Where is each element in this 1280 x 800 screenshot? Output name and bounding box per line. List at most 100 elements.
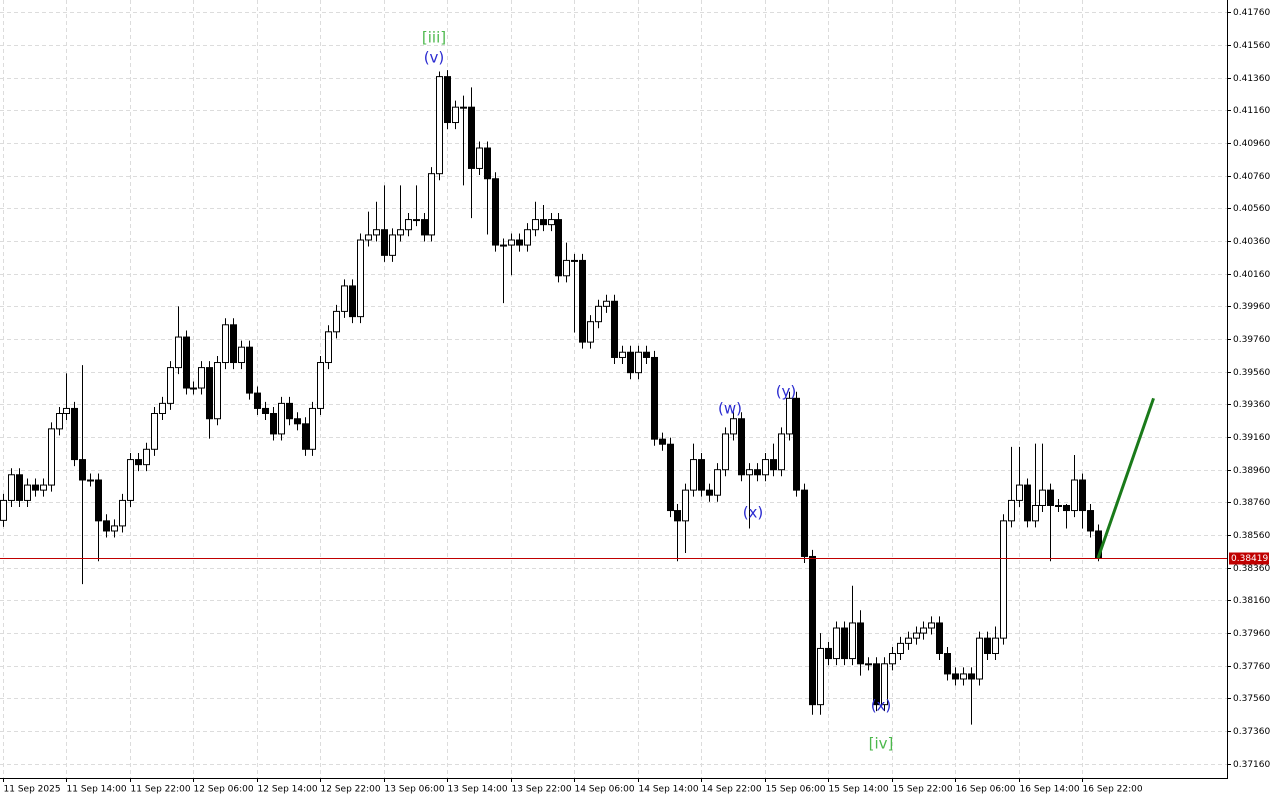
candle-body: [325, 331, 332, 364]
candle-body: [341, 285, 348, 312]
candle-body: [278, 402, 285, 435]
candle-body: [127, 459, 134, 501]
candle-body: [214, 362, 221, 420]
candles: [0, 70, 1102, 725]
candle-body: [786, 397, 793, 435]
y-tick-label: 0.37560: [1233, 694, 1270, 704]
candle-body: [484, 147, 491, 180]
wave-label: (x): [743, 504, 764, 522]
overlays: [iii] (v) (w) (x) (y) (x) [iv]: [0, 29, 1227, 753]
candle-body: [56, 413, 63, 430]
x-tick-label: 16 Sep 06:00: [956, 785, 1016, 795]
x-tick-label: 11 Sep 14:00: [67, 785, 127, 795]
candle-body: [571, 259, 578, 262]
y-tick-label: 0.39960: [1233, 302, 1270, 312]
candle-body: [579, 259, 586, 343]
x-tick-label: 15 Sep 06:00: [766, 785, 826, 795]
candle-body: [421, 219, 428, 236]
candle-body: [508, 239, 515, 246]
candle-body: [16, 474, 23, 501]
candle-body: [762, 459, 769, 476]
y-tick-label: 0.38560: [1233, 531, 1270, 541]
candle-body: [873, 663, 880, 706]
candle-body: [95, 479, 102, 522]
candle-body: [865, 663, 872, 666]
candle-body: [674, 510, 681, 522]
candle-body: [936, 622, 943, 655]
candle-body: [1063, 504, 1070, 512]
candle-body: [992, 637, 999, 655]
candle-body: [540, 219, 547, 226]
candle-body: [143, 448, 150, 466]
y-tick-label: 0.37960: [1233, 629, 1270, 639]
candle-body: [183, 336, 190, 389]
candle-body: [190, 387, 197, 390]
candle-body: [976, 637, 983, 680]
x-tick-label: 16 Sep 14:00: [1020, 785, 1080, 795]
candle-body: [635, 351, 642, 374]
x-tick-label: 16 Sep 22:00: [1083, 785, 1143, 795]
candle-body: [381, 229, 388, 256]
candle-body: [682, 489, 689, 522]
x-tick-label: 12 Sep 06:00: [194, 785, 254, 795]
candle-body: [706, 489, 713, 496]
candle-body: [389, 234, 396, 256]
y-tick-label: 0.38160: [1233, 596, 1270, 606]
candle-body: [373, 229, 380, 236]
candle-body: [428, 173, 435, 236]
candle-body: [357, 239, 364, 318]
candle-body: [436, 76, 443, 175]
candle-body: [492, 178, 499, 246]
candle-body: [849, 622, 856, 660]
candle-body: [1032, 504, 1039, 522]
candle-body: [246, 346, 253, 394]
x-tick-label: 13 Sep 22:00: [512, 785, 572, 795]
candle-body: [309, 407, 316, 450]
y-tick-label: 0.39560: [1233, 368, 1270, 378]
y-tick-label: 0.40760: [1233, 172, 1270, 182]
candle-body: [460, 106, 467, 109]
candle-body: [500, 244, 507, 247]
candle-body: [79, 459, 86, 481]
candle-body: [254, 392, 261, 409]
candle-body: [1079, 479, 1086, 512]
y-tick-label: 0.41360: [1233, 74, 1270, 84]
candle-body: [1039, 489, 1046, 506]
x-tick-label: 12 Sep 14:00: [258, 785, 318, 795]
x-tick-label: 14 Sep 14:00: [639, 785, 699, 795]
candle-body: [0, 499, 7, 521]
candle-body: [730, 418, 737, 435]
y-tick-label: 0.41760: [1233, 8, 1270, 18]
candle-body: [365, 234, 372, 241]
candle-body: [333, 310, 340, 333]
candle-body: [690, 459, 697, 491]
candle-body: [119, 499, 126, 527]
x-tick-label: 14 Sep 06:00: [575, 785, 635, 795]
candle-body: [881, 663, 888, 706]
candle-body: [913, 632, 920, 639]
y-tick-label: 0.37760: [1233, 662, 1270, 672]
candle-body: [1047, 489, 1054, 506]
candle-body: [262, 407, 269, 415]
candle-body: [206, 367, 213, 420]
candle-body: [476, 147, 483, 169]
candle-body: [270, 413, 277, 435]
x-tick-label: 15 Sep 22:00: [893, 785, 953, 795]
x-tick-label: 13 Sep 06:00: [385, 785, 445, 795]
grid: [0, 0, 1227, 778]
y-tick-label: 0.41560: [1233, 41, 1270, 51]
candle-body: [809, 555, 816, 706]
y-tick-label: 0.37360: [1233, 727, 1270, 737]
candle-body: [317, 362, 324, 409]
candle-body: [928, 622, 935, 629]
candle-body: [698, 459, 705, 491]
candle-body: [87, 479, 94, 482]
candle-body: [651, 356, 658, 440]
candle-body: [1071, 479, 1078, 512]
candle-body: [714, 469, 721, 496]
y-tick-label: 0.38360: [1233, 564, 1270, 574]
candle-body: [1016, 484, 1023, 501]
candle-body: [516, 239, 523, 246]
candle-body: [619, 351, 626, 358]
wave-label: [iv]: [869, 735, 894, 753]
